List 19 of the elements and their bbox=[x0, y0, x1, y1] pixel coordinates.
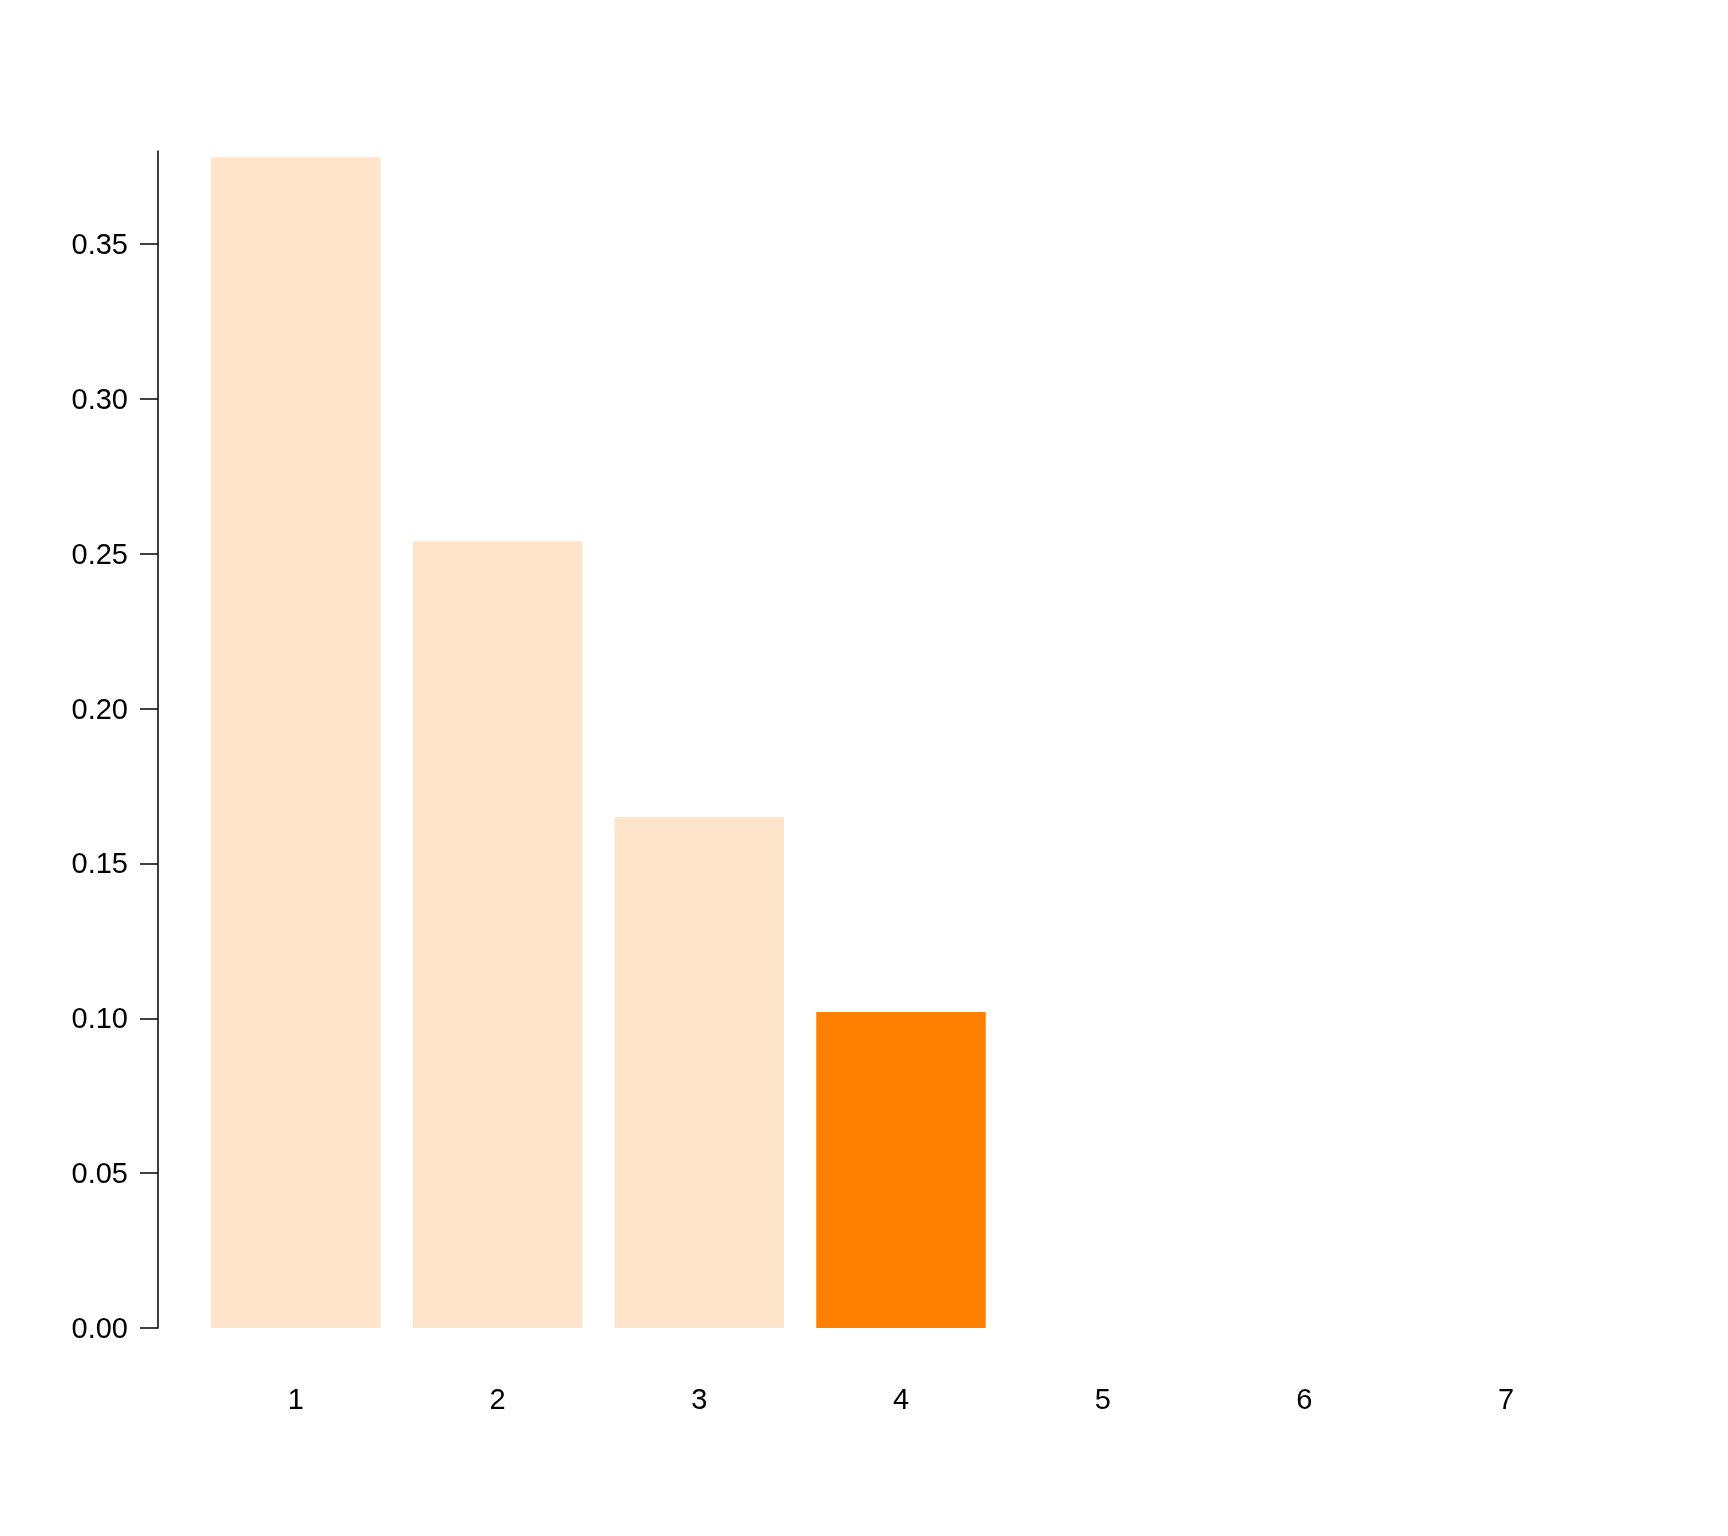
x-tick-label: 6 bbox=[1296, 1382, 1313, 1415]
x-tick-label: 2 bbox=[489, 1382, 506, 1415]
y-tick-label: 0.35 bbox=[71, 227, 128, 260]
x-tick-label: 5 bbox=[1094, 1382, 1111, 1415]
y-tick-label: 0.20 bbox=[71, 692, 128, 725]
bar bbox=[816, 1012, 986, 1328]
x-tick-label: 7 bbox=[1498, 1382, 1515, 1415]
y-tick-label: 0.25 bbox=[71, 537, 128, 570]
bar bbox=[211, 157, 381, 1328]
x-tick-label: 1 bbox=[287, 1382, 304, 1415]
x-tick-label: 4 bbox=[892, 1382, 910, 1415]
bar bbox=[412, 541, 583, 1328]
x-tick-label: 3 bbox=[691, 1382, 708, 1415]
y-tick-label: 0.30 bbox=[71, 382, 128, 415]
y-tick-label: 0.10 bbox=[71, 1002, 128, 1035]
y-tick-label: 0.05 bbox=[71, 1157, 128, 1190]
y-tick-label: 0.00 bbox=[71, 1312, 128, 1344]
bar bbox=[614, 816, 785, 1328]
y-tick-label: 0.15 bbox=[71, 847, 128, 880]
